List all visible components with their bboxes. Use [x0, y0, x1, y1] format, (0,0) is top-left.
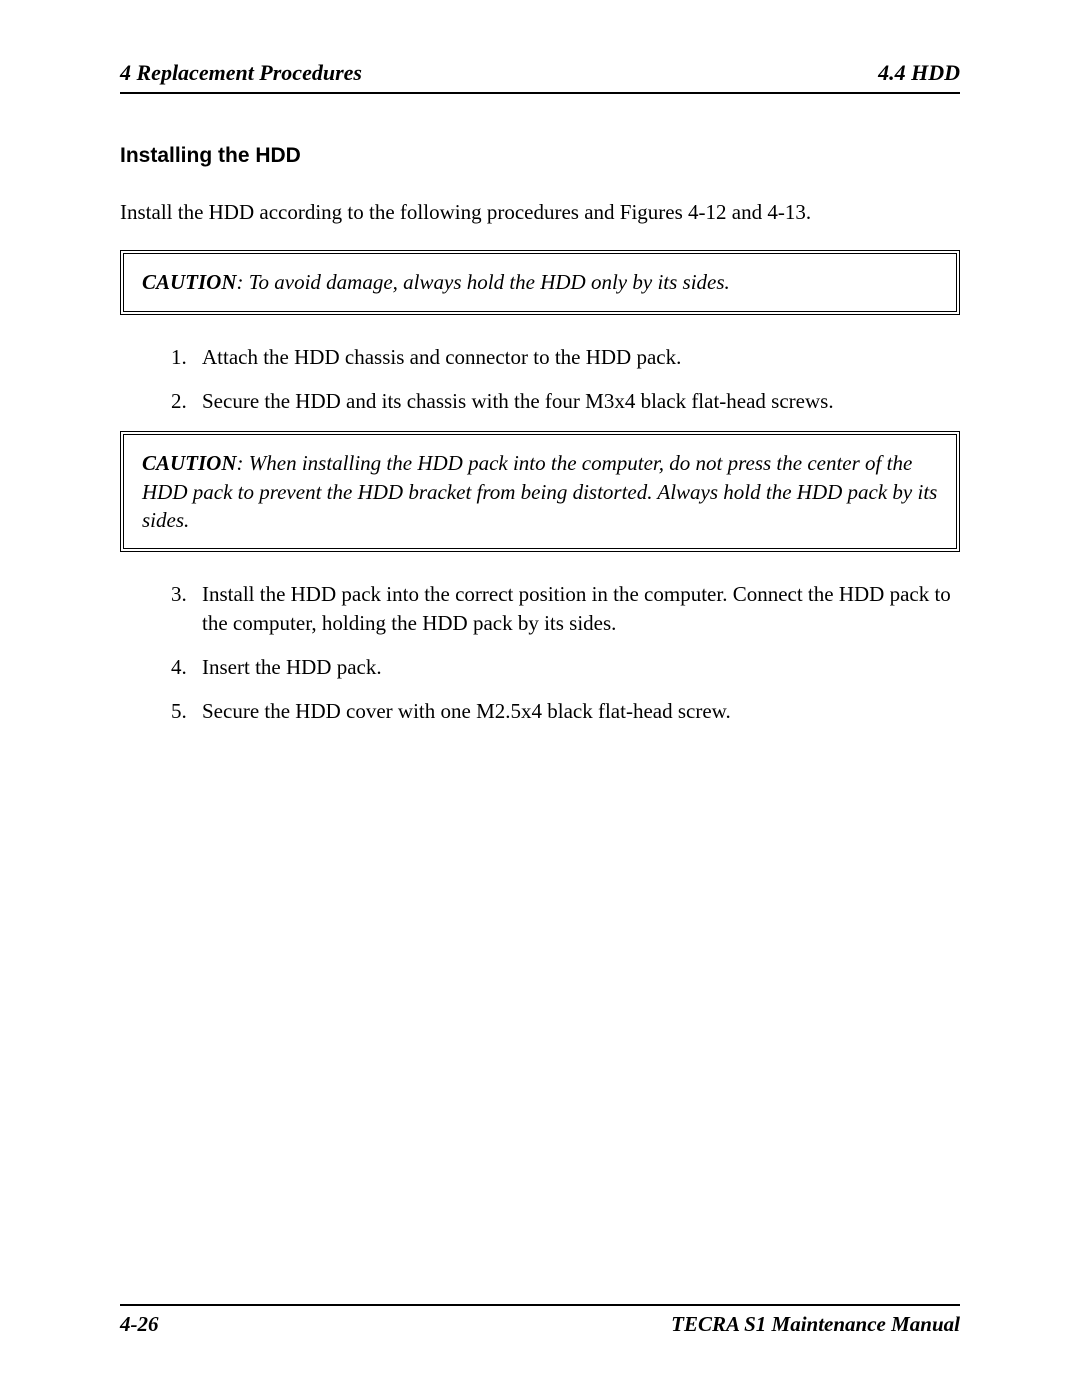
page-content: Installing the HDD Install the HDD accor… [120, 94, 960, 1304]
footer-right: TECRA S1 Maintenance Manual [671, 1312, 960, 1337]
list-item: Secure the HDD and its chassis with the … [192, 387, 960, 415]
header-left: 4 Replacement Procedures [120, 60, 362, 86]
caution-box-2: CAUTION: When installing the HDD pack in… [120, 431, 960, 552]
caution-text: : To avoid damage, always hold the HDD o… [237, 270, 730, 294]
caution-label: CAUTION [142, 270, 237, 294]
page-footer: 4-26 TECRA S1 Maintenance Manual [120, 1304, 960, 1337]
procedure-list-a: Attach the HDD chassis and connector to … [120, 343, 960, 416]
procedure-list-b: Install the HDD pack into the correct po… [120, 580, 960, 725]
header-right: 4.4 HDD [878, 60, 960, 86]
list-item: Secure the HDD cover with one M2.5x4 bla… [192, 697, 960, 725]
list-item: Attach the HDD chassis and connector to … [192, 343, 960, 371]
caution-label: CAUTION [142, 451, 237, 475]
section-heading: Installing the HDD [120, 144, 960, 168]
intro-paragraph: Install the HDD according to the followi… [120, 198, 960, 226]
list-item: Install the HDD pack into the correct po… [192, 580, 960, 637]
page-header: 4 Replacement Procedures 4.4 HDD [120, 60, 960, 94]
footer-left: 4-26 [120, 1312, 159, 1337]
caution-text: : When installing the HDD pack into the … [142, 451, 937, 532]
list-item: Insert the HDD pack. [192, 653, 960, 681]
page: 4 Replacement Procedures 4.4 HDD Install… [0, 0, 1080, 1397]
caution-box-1: CAUTION: To avoid damage, always hold th… [120, 250, 960, 314]
